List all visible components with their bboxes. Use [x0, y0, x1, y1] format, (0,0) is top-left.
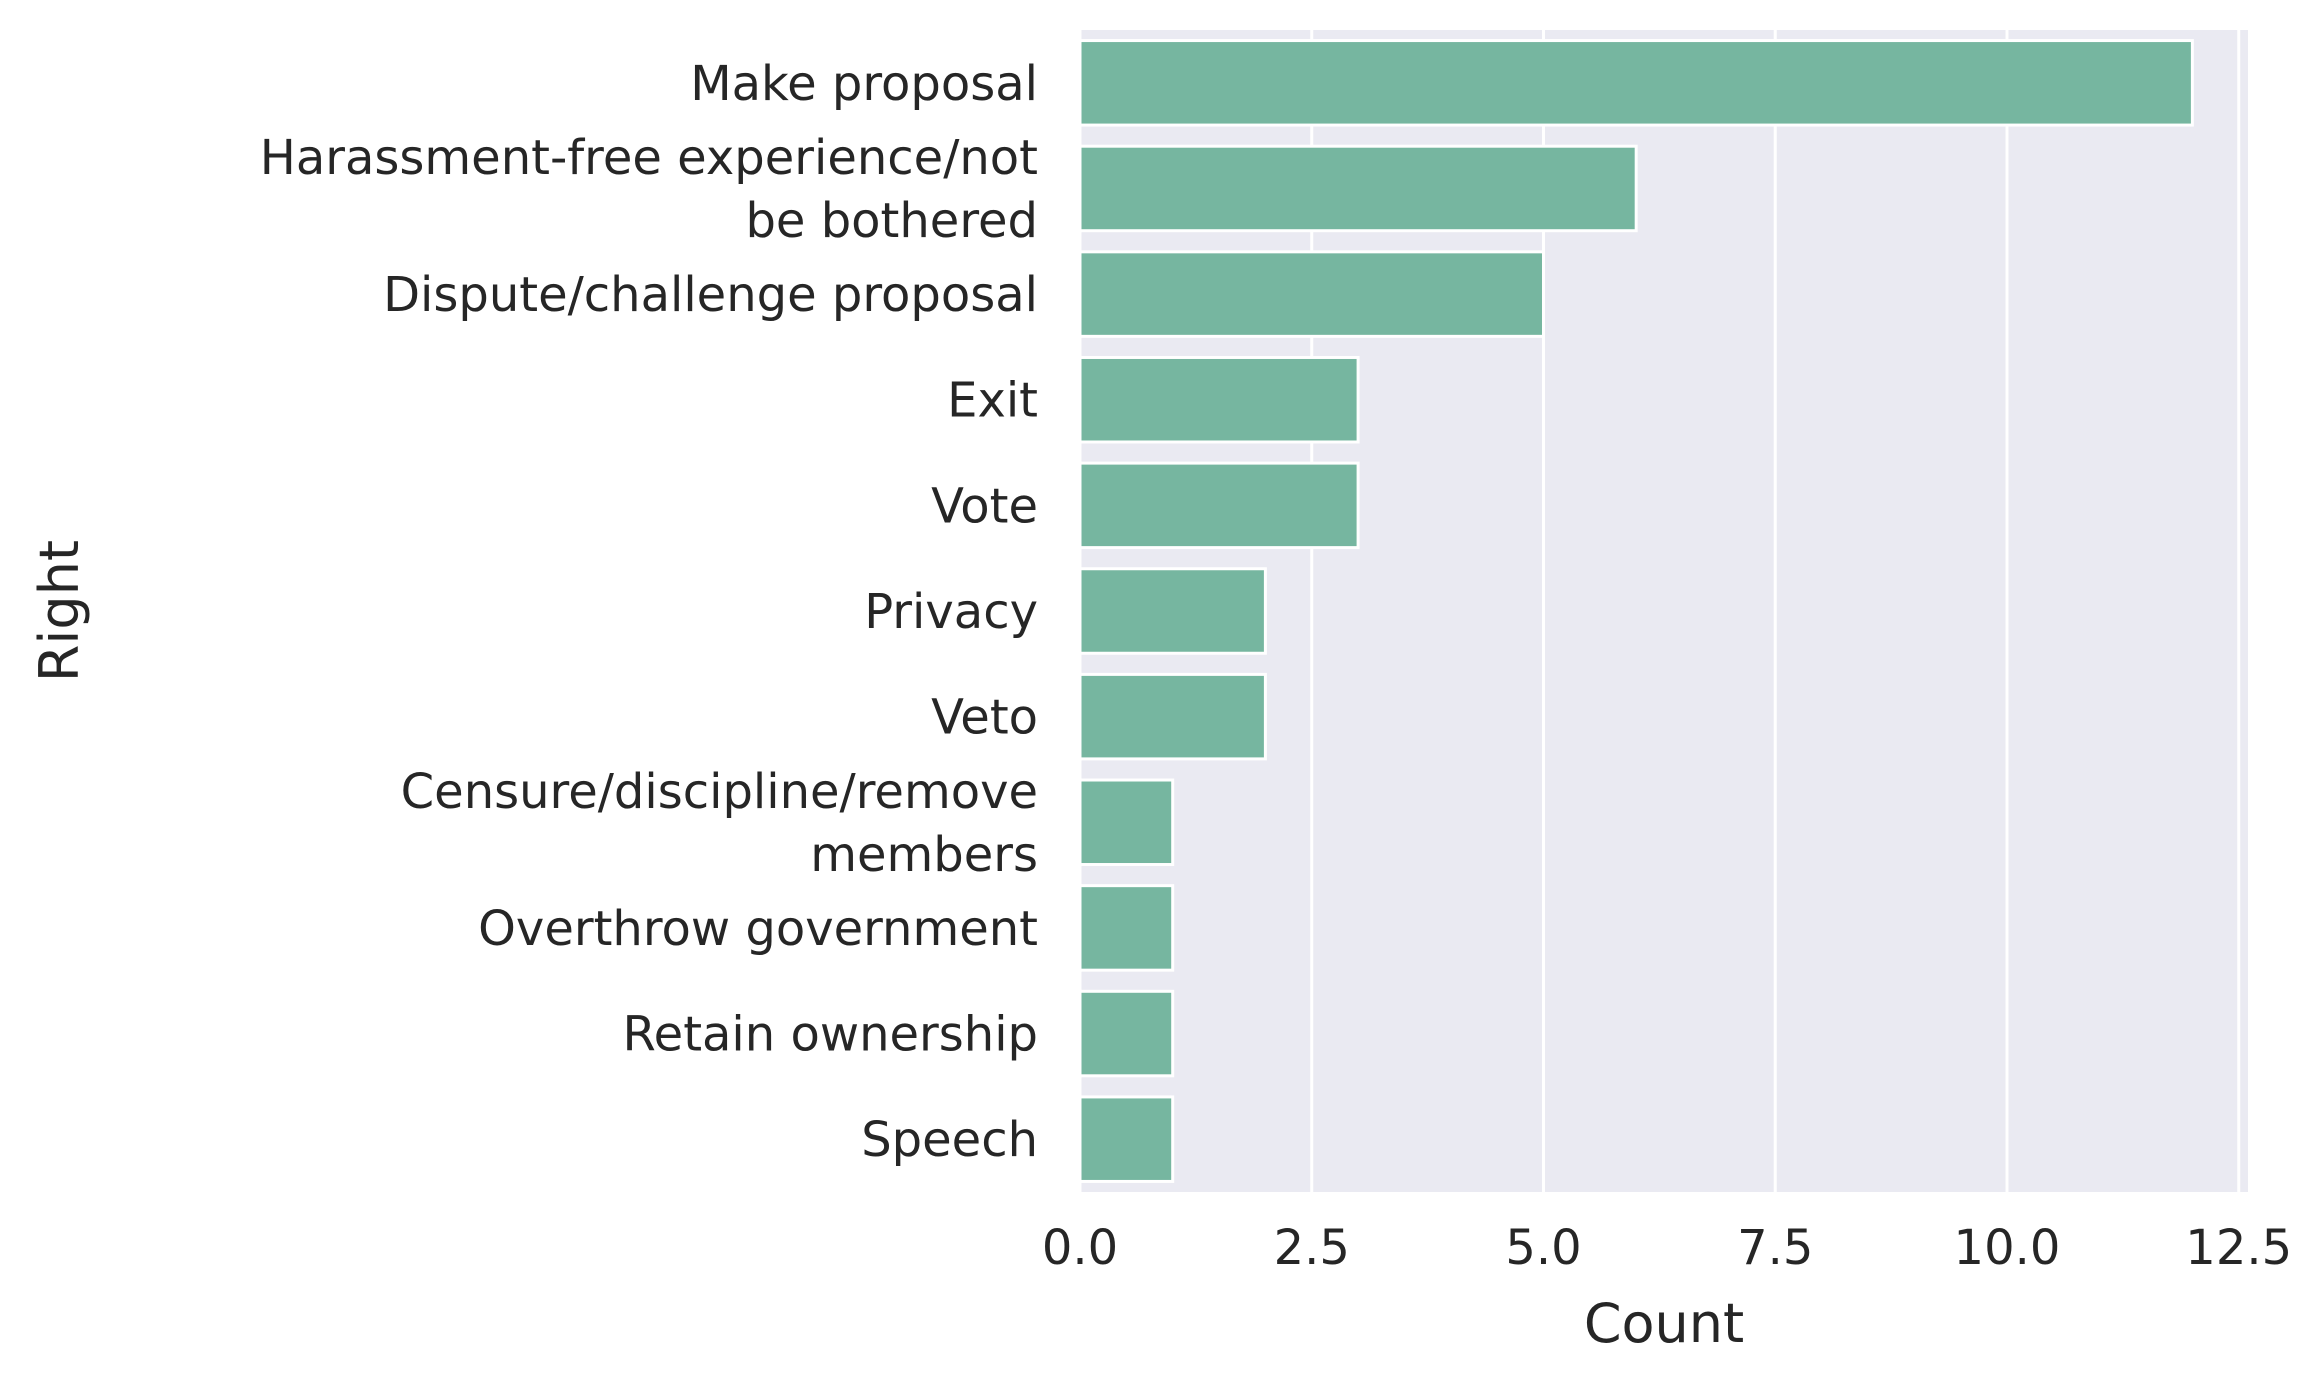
bar: [1078, 778, 1175, 867]
bars: [1078, 39, 2194, 1183]
x-tick-label: 7.5: [1737, 1220, 1813, 1276]
bar: [1078, 672, 1267, 761]
y-tick-label: Veto: [931, 690, 1038, 746]
x-tick-label: 5.0: [1505, 1220, 1581, 1276]
bar: [1078, 250, 1545, 338]
x-tick-label: 10.0: [1954, 1220, 2061, 1276]
bar: [1078, 884, 1175, 972]
y-tick-label: Censure/discipline/remove members: [401, 764, 1038, 883]
bar: [1078, 1095, 1175, 1183]
bar: [1078, 989, 1175, 1078]
x-tick-label: 12.5: [2185, 1220, 2292, 1276]
bar: [1078, 567, 1267, 655]
x-tick-label: 2.5: [1274, 1220, 1350, 1276]
y-tick-labels: Make proposal Harassment-free experience/…: [260, 56, 1038, 1168]
x-tick-labels: 0.0 2.5 5.0 7.5 10.0 12.5: [1042, 1220, 2292, 1276]
y-tick-label: Speech: [861, 1112, 1038, 1168]
bar: [1078, 144, 1638, 233]
y-tick-label: Make proposal: [690, 56, 1038, 112]
x-tick-label: 0.0: [1042, 1220, 1118, 1276]
y-tick-label: Overthrow government: [478, 901, 1038, 957]
y-tick-label: Exit: [947, 373, 1038, 429]
y-axis-label: Right: [28, 540, 91, 682]
y-tick-label: Privacy: [864, 584, 1038, 640]
bar: [1078, 461, 1360, 550]
bar: [1078, 39, 2194, 127]
x-axis-label: Count: [1584, 1292, 1744, 1355]
y-tick-label: Harassment-free experience/not be bothere…: [260, 130, 1038, 249]
bar: [1078, 355, 1360, 444]
y-tick-label: Retain ownership: [622, 1007, 1038, 1063]
y-tick-label: Dispute/challenge proposal: [383, 267, 1038, 323]
y-tick-label: Vote: [931, 478, 1038, 534]
